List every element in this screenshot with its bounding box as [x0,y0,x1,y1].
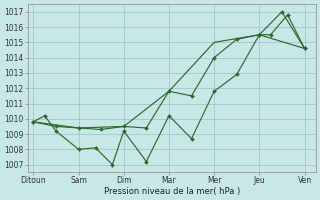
X-axis label: Pression niveau de la mer( hPa ): Pression niveau de la mer( hPa ) [104,187,240,196]
